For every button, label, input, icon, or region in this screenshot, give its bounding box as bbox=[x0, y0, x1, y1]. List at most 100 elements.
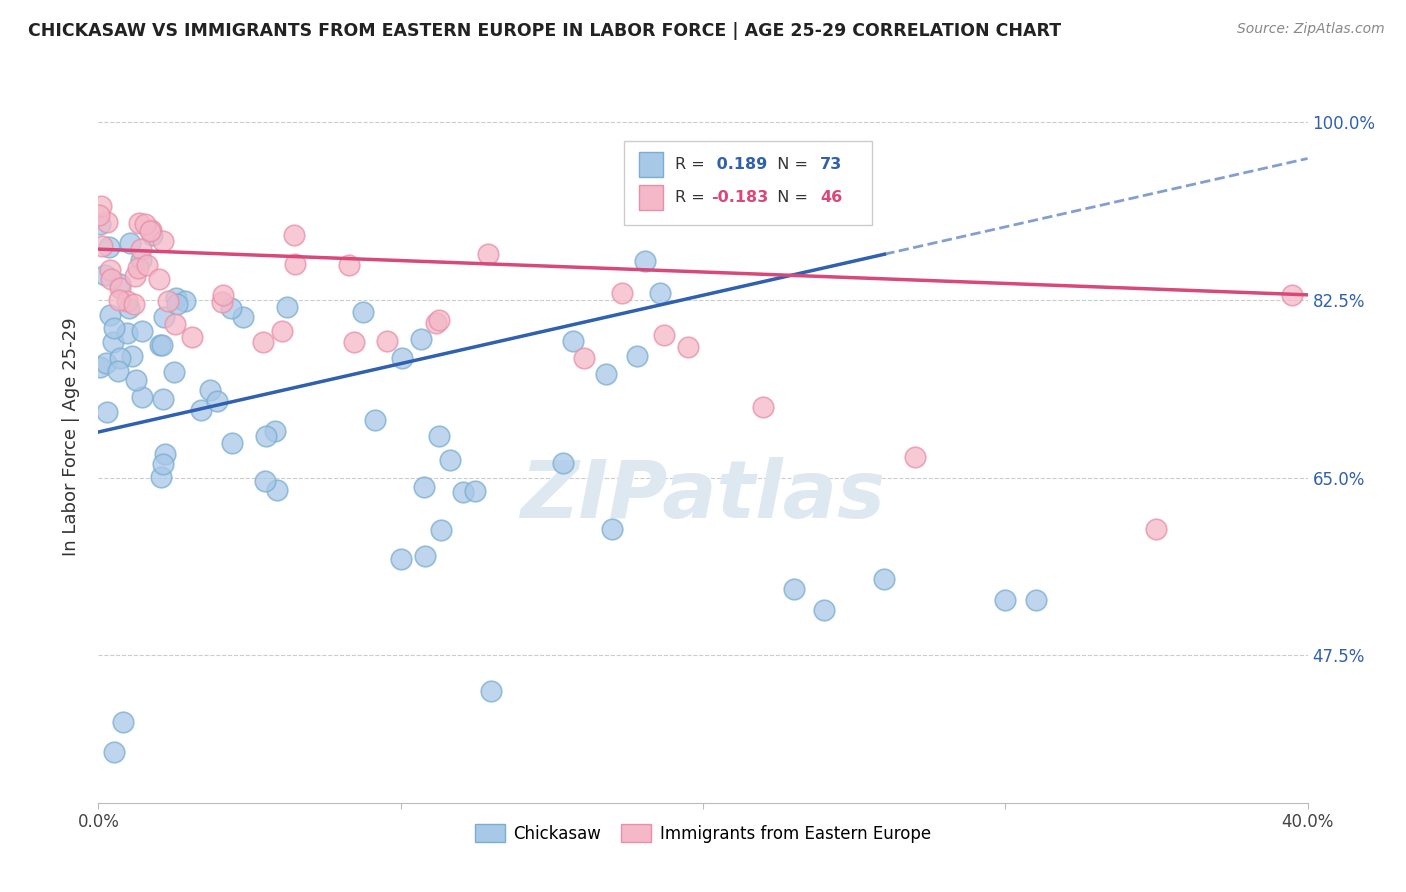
Point bbox=[451, 485, 474, 500]
Point bbox=[131, 390, 153, 404]
Point bbox=[389, 552, 412, 566]
Point bbox=[252, 334, 274, 349]
Point bbox=[200, 384, 222, 398]
Point bbox=[96, 405, 118, 419]
Point bbox=[266, 483, 288, 497]
Point bbox=[254, 475, 277, 489]
Point bbox=[125, 373, 148, 387]
Point bbox=[149, 338, 172, 352]
Point bbox=[205, 394, 228, 409]
Text: ZIPatlas: ZIPatlas bbox=[520, 457, 886, 534]
Point bbox=[904, 450, 927, 465]
Text: N =: N = bbox=[768, 157, 813, 172]
Point bbox=[100, 272, 122, 286]
Point bbox=[89, 359, 111, 374]
Point bbox=[162, 365, 184, 379]
Point bbox=[343, 335, 366, 350]
Point bbox=[481, 684, 503, 698]
Text: Source: ZipAtlas.com: Source: ZipAtlas.com bbox=[1237, 22, 1385, 37]
Point bbox=[409, 332, 432, 346]
Point bbox=[124, 269, 146, 284]
Point bbox=[98, 240, 121, 254]
Point bbox=[134, 218, 156, 232]
Point bbox=[120, 235, 142, 250]
Point bbox=[111, 714, 134, 729]
Point bbox=[98, 308, 121, 322]
Point bbox=[572, 351, 595, 366]
Point bbox=[595, 368, 617, 382]
Point bbox=[190, 403, 212, 417]
Point bbox=[148, 271, 170, 285]
Point bbox=[152, 234, 174, 248]
Point bbox=[873, 572, 896, 586]
Point bbox=[439, 452, 461, 467]
Point bbox=[276, 300, 298, 314]
Point bbox=[128, 216, 150, 230]
Point bbox=[284, 257, 307, 271]
Point bbox=[98, 262, 121, 277]
Point bbox=[181, 330, 204, 344]
Point bbox=[477, 247, 499, 261]
Bar bbox=[638, 152, 664, 178]
Point bbox=[156, 293, 179, 308]
Point bbox=[1144, 521, 1167, 535]
Point bbox=[429, 313, 451, 327]
Point bbox=[413, 480, 436, 494]
Point bbox=[648, 285, 671, 300]
Point bbox=[375, 334, 398, 348]
Point bbox=[153, 310, 176, 324]
Text: 73: 73 bbox=[820, 157, 842, 172]
Point bbox=[425, 316, 447, 330]
Point bbox=[110, 351, 132, 365]
Point bbox=[118, 301, 141, 315]
Point bbox=[219, 301, 242, 315]
Point bbox=[108, 277, 131, 292]
Point bbox=[363, 413, 385, 427]
Point bbox=[139, 223, 162, 237]
Point bbox=[149, 470, 172, 484]
Point bbox=[413, 549, 436, 563]
Point bbox=[152, 457, 174, 471]
Point bbox=[173, 293, 195, 308]
Point bbox=[211, 294, 233, 309]
Point bbox=[427, 429, 450, 443]
Text: R =: R = bbox=[675, 157, 710, 172]
Point bbox=[551, 456, 574, 470]
Point bbox=[283, 227, 305, 242]
Point bbox=[752, 400, 775, 414]
Point bbox=[121, 350, 143, 364]
Point bbox=[612, 285, 634, 300]
Y-axis label: In Labor Force | Age 25-29: In Labor Force | Age 25-29 bbox=[62, 318, 80, 557]
Point bbox=[89, 217, 111, 231]
Point bbox=[131, 324, 153, 338]
Point bbox=[108, 281, 131, 295]
Text: -0.183: -0.183 bbox=[711, 190, 769, 205]
Point bbox=[139, 224, 162, 238]
Point bbox=[634, 253, 657, 268]
Point bbox=[391, 351, 413, 366]
Point bbox=[94, 268, 117, 282]
Point bbox=[141, 228, 163, 243]
Point bbox=[263, 424, 285, 438]
Point bbox=[90, 239, 112, 253]
Point bbox=[232, 310, 254, 325]
Point bbox=[221, 436, 243, 450]
Text: N =: N = bbox=[768, 190, 813, 205]
Point bbox=[107, 293, 129, 308]
Legend: Chickasaw, Immigrants from Eastern Europe: Chickasaw, Immigrants from Eastern Europ… bbox=[468, 818, 938, 849]
Point bbox=[129, 252, 152, 267]
Point bbox=[1281, 288, 1303, 302]
Point bbox=[813, 603, 835, 617]
Point bbox=[153, 447, 176, 461]
Point bbox=[103, 320, 125, 334]
Point bbox=[103, 745, 125, 759]
Point bbox=[165, 318, 187, 332]
FancyBboxPatch shape bbox=[624, 141, 872, 225]
Point bbox=[94, 355, 117, 369]
Point bbox=[135, 258, 157, 272]
Point bbox=[96, 215, 118, 229]
Point bbox=[115, 294, 138, 309]
Text: 0.189: 0.189 bbox=[711, 157, 768, 172]
Point bbox=[254, 429, 277, 443]
Point bbox=[626, 349, 648, 363]
